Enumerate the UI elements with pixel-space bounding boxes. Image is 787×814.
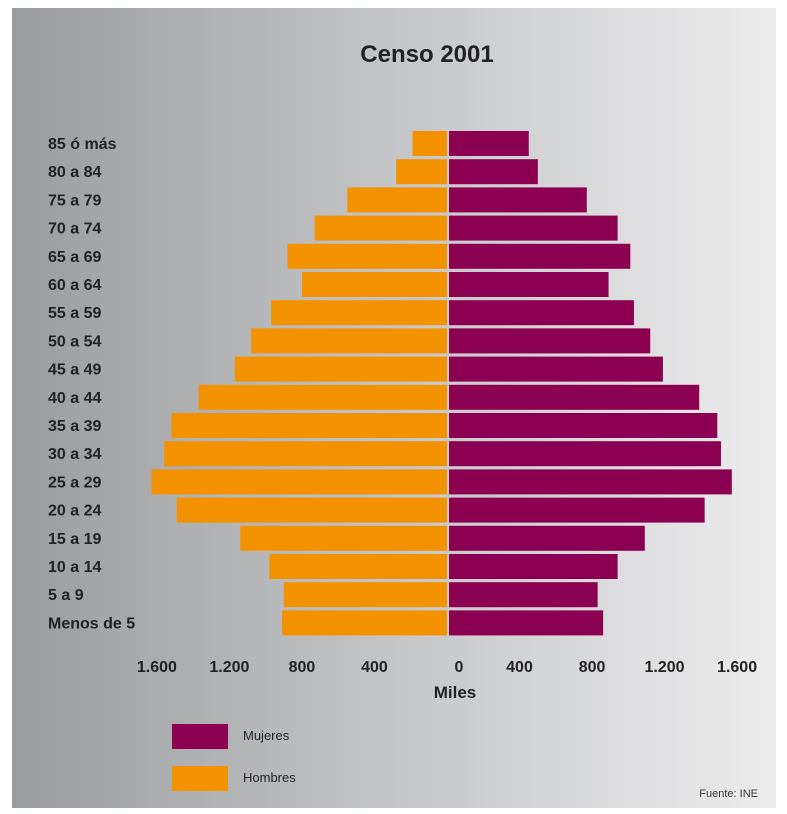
- category-label: 65 a 69: [48, 249, 101, 266]
- bar-mujeres: [449, 131, 529, 156]
- bar-hombres: [251, 328, 447, 354]
- bar-hombres: [282, 610, 447, 636]
- bar-hombres: [240, 525, 447, 551]
- x-tick-label: 1.600: [717, 659, 757, 676]
- bar-hombres: [347, 187, 447, 213]
- bar-hombres: [198, 384, 447, 410]
- bar-mujeres: [449, 441, 721, 467]
- category-label: 15 a 19: [48, 531, 101, 548]
- bar-mujeres: [449, 610, 604, 636]
- bar-hombres: [314, 215, 447, 241]
- category-label: 35 a 39: [48, 418, 101, 435]
- bar-hombres: [269, 554, 447, 579]
- x-tick-label: 0: [455, 659, 464, 676]
- legend-swatch: [172, 724, 228, 749]
- bar-mujeres: [449, 328, 651, 354]
- bars-group: [151, 131, 732, 636]
- bar-hombres: [164, 441, 447, 467]
- bar-mujeres: [449, 300, 634, 326]
- bar-mujeres: [449, 243, 631, 269]
- x-tick-label: 1.200: [645, 659, 685, 676]
- bar-hombres: [301, 272, 447, 297]
- category-label: 20 a 24: [48, 503, 101, 520]
- bar-hombres: [283, 582, 447, 608]
- bar-mujeres: [449, 413, 718, 438]
- bar-mujeres: [449, 554, 618, 579]
- bar-hombres: [396, 159, 447, 185]
- legend-swatch: [172, 766, 228, 791]
- bar-hombres: [176, 497, 447, 523]
- x-tick-label: 400: [506, 659, 533, 676]
- x-axis-title: Miles: [434, 683, 477, 702]
- source-note: Fuente: INE: [699, 788, 758, 800]
- bar-mujeres: [449, 469, 732, 495]
- x-tick-label: 1.200: [209, 659, 249, 676]
- bar-mujeres: [449, 384, 700, 410]
- category-label: 40 a 44: [48, 390, 101, 407]
- legend-label: Hombres: [243, 770, 296, 785]
- category-label: 50 a 54: [48, 333, 101, 350]
- category-label: 55 a 59: [48, 305, 101, 322]
- category-labels: 85 ó más 80 a 84 75 a 79 70 a 74 65 a 69 60 a…: [48, 136, 135, 632]
- category-label: 10 a 14: [48, 559, 101, 576]
- category-label: 85 ó más: [48, 136, 117, 153]
- category-label: 45 a 49: [48, 362, 101, 379]
- bar-mujeres: [449, 215, 618, 241]
- x-tick-label: 800: [579, 659, 606, 676]
- category-label: 80 a 84: [48, 164, 101, 181]
- bar-hombres: [271, 300, 447, 326]
- x-tick-label: 1.600: [137, 659, 177, 676]
- x-tick-labels: 1.600 1.200 800 400 0 400 800 1.200 1.600: [137, 659, 757, 676]
- category-label: 70 a 74: [48, 221, 101, 238]
- x-tick-label: 800: [289, 659, 316, 676]
- category-label: 30 a 34: [48, 446, 101, 463]
- bar-hombres: [151, 469, 447, 495]
- category-label: 25 a 29: [48, 474, 101, 491]
- bar-hombres: [234, 356, 447, 382]
- legend-label: Mujeres: [243, 728, 290, 743]
- bar-hombres: [287, 243, 447, 269]
- bar-mujeres: [449, 356, 663, 382]
- category-label: 75 a 79: [48, 192, 101, 209]
- category-label: 60 a 64: [48, 277, 101, 294]
- chart-title: Censo 2001: [360, 41, 493, 68]
- bar-hombres: [412, 131, 447, 156]
- bar-mujeres: [449, 187, 587, 213]
- bar-mujeres: [449, 159, 538, 185]
- bar-mujeres: [449, 582, 598, 608]
- category-label: Menos de 5: [48, 615, 135, 632]
- bar-mujeres: [449, 272, 609, 297]
- category-label: 5 a 9: [48, 587, 84, 604]
- x-tick-label: 400: [361, 659, 388, 676]
- legend: Mujeres Hombres: [172, 724, 296, 791]
- bar-mujeres: [449, 525, 645, 551]
- bar-hombres: [171, 413, 447, 438]
- bar-mujeres: [449, 497, 705, 523]
